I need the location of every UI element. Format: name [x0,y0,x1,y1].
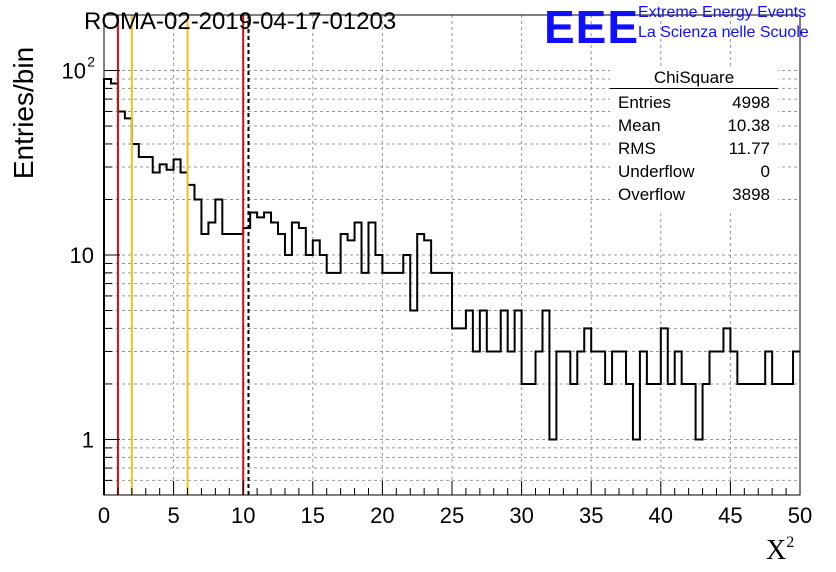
stats-row-rms: RMS 11.77 [610,137,778,160]
y-tick-exponent: 2 [87,54,95,70]
y-tick-label: 10 [70,243,94,268]
chart-title: ROMA-02-2019-04-17-01203 [84,8,397,35]
stats-label: Overflow [618,185,686,204]
stats-divider [610,88,778,89]
x-axis-label: X2 [766,534,794,567]
x-tick-label: 45 [718,503,742,528]
stats-row-underflow: Underflow 0 [610,160,778,183]
stats-label: Entries [618,93,671,112]
stats-label: RMS [618,139,656,158]
stats-label: Mean [618,116,661,135]
eee-logo: EEE [544,1,640,53]
x-tick-label: 5 [167,503,179,528]
stats-row-mean: Mean 10.38 [610,114,778,137]
stats-value: 3898 [732,185,770,204]
stats-value: 4998 [732,93,770,112]
y-axis-label: Entries/bin [8,46,39,179]
x-tick-label: 35 [579,503,603,528]
stats-value: 10.38 [727,116,770,135]
x-tick-label: 50 [788,503,812,528]
stats-row-entries: Entries 4998 [610,91,778,114]
stats-box: ChiSquare Entries 4998 Mean 10.38 RMS 11.77… [610,66,778,210]
x-tick-label: 0 [98,503,110,528]
logo-text-line1: Extreme Energy Events [638,4,807,21]
x-tick-label: 30 [509,503,533,528]
stats-value: 0 [760,162,770,181]
x-tick-label: 25 [440,503,464,528]
logo-text-line2: La Scienza nelle Scuole [638,24,809,41]
x-axis-label-base: X [766,535,787,566]
x-axis-label-exp: 2 [786,534,795,551]
y-tick-label: 1 [82,427,94,452]
stats-row-overflow: Overflow 3898 [610,183,778,206]
x-tick-label: 40 [649,503,673,528]
x-tick-label: 15 [301,503,325,528]
stats-title: ChiSquare [653,68,735,87]
x-tick-label: 20 [370,503,394,528]
stats-label: Underflow [618,162,695,181]
y-tick-label: 10 [62,59,86,84]
x-tick-label: 10 [231,503,255,528]
histogram-series [103,77,800,495]
stats-value: 11.77 [728,139,770,158]
